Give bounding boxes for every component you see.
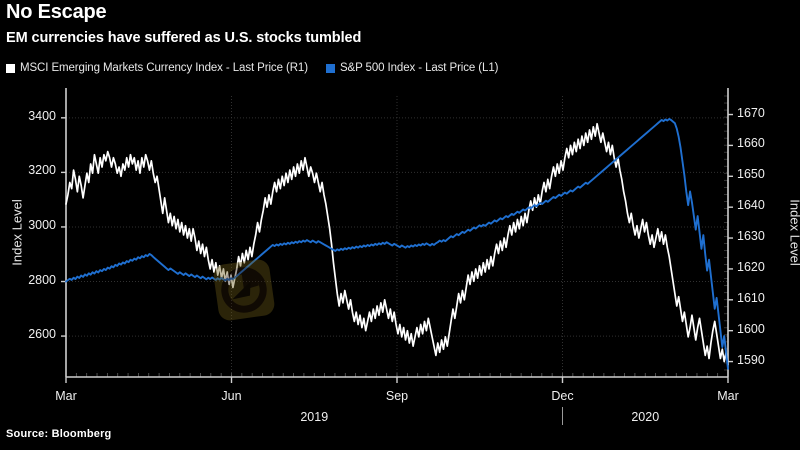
y-right-tick-1620: 1620 xyxy=(737,259,765,274)
y-right-tick-1670: 1670 xyxy=(737,105,765,120)
chart-legend: MSCI Emerging Markets Currency Index - L… xyxy=(6,62,516,74)
series-line-sp500 xyxy=(65,117,729,370)
y-right-tick-1660: 1660 xyxy=(737,136,765,151)
x-tick-Mar-4: Mar xyxy=(717,389,739,403)
y-right-tick-1600: 1600 xyxy=(737,321,765,336)
x-tick-Jun-1: Jun xyxy=(221,389,242,403)
y-right-tick-1610: 1610 xyxy=(737,290,765,305)
y-left-tick-2600: 2600 xyxy=(28,327,56,342)
y-right-tick-1590: 1590 xyxy=(737,352,765,367)
page-title: No Escape xyxy=(6,1,107,23)
legend-label-sp500: S&P 500 Index - Last Price (L1) xyxy=(339,62,499,74)
legend-swatch-blue xyxy=(325,63,335,73)
x-tick-Sep-2: Sep xyxy=(385,389,409,403)
y-left-tick-2800: 2800 xyxy=(28,272,56,287)
legend-item-msci[interactable]: MSCI Emerging Markets Currency Index - L… xyxy=(6,62,308,74)
x-year-2020: 2020 xyxy=(631,410,660,424)
series-lines xyxy=(65,117,729,370)
legend-item-sp500[interactable]: S&P 500 Index - Last Price (L1) xyxy=(325,62,499,74)
source-note: Source: Bloomberg xyxy=(6,428,112,440)
page-subtitle: EM currencies have suffered as U.S. stoc… xyxy=(6,30,362,46)
series-line-msci-em xyxy=(65,122,729,366)
x-tick-Mar-0: Mar xyxy=(55,389,77,403)
y-right-tick-1640: 1640 xyxy=(737,198,765,213)
y-left-tick-3200: 3200 xyxy=(28,163,56,178)
x-year-2019: 2019 xyxy=(300,410,329,424)
y-left-tick-3000: 3000 xyxy=(28,217,56,232)
legend-swatch-white xyxy=(6,63,15,73)
y-right-tick-1650: 1650 xyxy=(737,167,765,182)
y-left-tick-3400: 3400 xyxy=(28,108,56,123)
gridlines xyxy=(66,96,728,377)
x-tick-Dec-3: Dec xyxy=(551,389,574,403)
y-right-tick-1630: 1630 xyxy=(737,229,765,244)
axis-spines xyxy=(65,88,729,378)
legend-label-msci: MSCI Emerging Markets Currency Index - L… xyxy=(20,62,308,74)
